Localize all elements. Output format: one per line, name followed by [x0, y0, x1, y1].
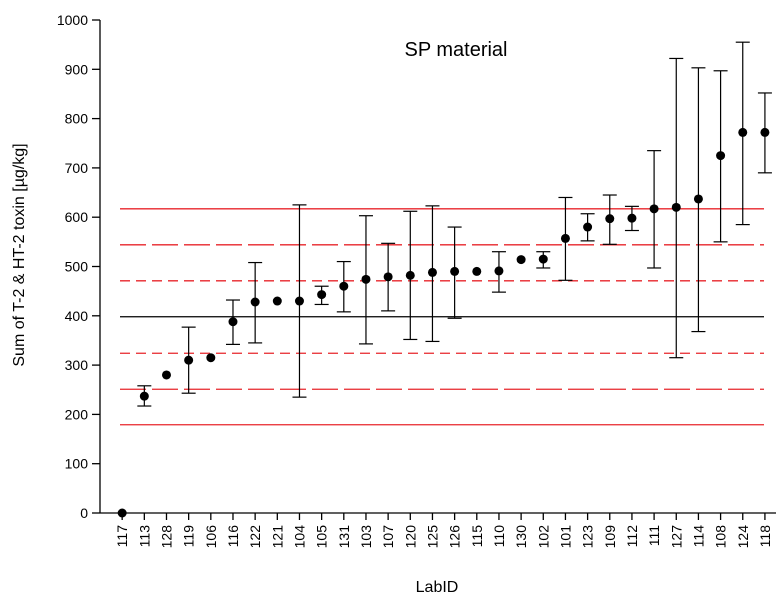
data-point-125 [427, 267, 437, 277]
data-point-119 [184, 355, 194, 365]
data-point-116 [228, 317, 238, 327]
x-tick-label-118: 118 [757, 525, 773, 548]
x-tick-label-117: 117 [114, 525, 130, 548]
x-tick-label-105: 105 [314, 525, 330, 549]
data-point-101 [560, 233, 570, 243]
x-tick-label-121: 121 [269, 525, 285, 549]
x-tick-label-119: 119 [181, 525, 197, 548]
data-point-103 [361, 274, 371, 284]
y-tick-label-600: 600 [65, 209, 89, 225]
data-point-105 [317, 290, 327, 300]
data-point-123 [583, 222, 593, 232]
x-tick-label-104: 104 [291, 525, 307, 549]
x-tick-label-130: 130 [513, 525, 529, 549]
y-tick-label-0: 0 [80, 505, 88, 521]
data-point-120 [405, 270, 415, 280]
data-point-121 [272, 296, 282, 306]
data-point-118 [760, 127, 770, 137]
x-tick-label-116: 116 [225, 525, 241, 548]
error-bars [137, 41, 772, 407]
x-axis-title: LabID [416, 579, 459, 596]
y-tick-label-800: 800 [65, 111, 89, 127]
x-tick-label-128: 128 [158, 525, 174, 549]
data-point-109 [605, 214, 615, 224]
data-point-111 [649, 204, 659, 214]
data-point-115 [472, 266, 482, 276]
data-point-127 [671, 202, 681, 212]
x-tick-label-120: 120 [402, 525, 418, 549]
y-tick-label-100: 100 [65, 456, 89, 472]
x-tick-label-115: 115 [469, 525, 485, 548]
data-point-128 [161, 370, 171, 380]
y-tick-label-500: 500 [65, 259, 89, 275]
x-tick-label-103: 103 [358, 525, 374, 549]
x-tick-label-123: 123 [580, 525, 596, 549]
x-tick-label-112: 112 [624, 525, 640, 548]
x-tick-label-125: 125 [424, 525, 440, 549]
x-tick-label-110: 110 [491, 525, 507, 548]
axes [92, 19, 776, 520]
data-point-126 [450, 266, 460, 276]
x-tick-label-126: 126 [447, 525, 463, 549]
chart-annotation: SP material [404, 39, 507, 61]
y-tick-labels: 0 100 200 300 400 500 600 700 800 900 1000 [57, 12, 88, 521]
data-point-124 [738, 127, 748, 137]
data-point-112 [627, 213, 637, 223]
data-point-102 [538, 254, 548, 264]
x-tick-label-108: 108 [713, 525, 729, 549]
y-tick-label-200: 200 [65, 406, 89, 422]
x-tick-label-109: 109 [602, 525, 618, 549]
y-tick-label-700: 700 [65, 160, 89, 176]
x-tick-label-102: 102 [535, 525, 551, 549]
data-point-107 [383, 272, 393, 282]
y-tick-label-300: 300 [65, 357, 89, 373]
data-point-130 [516, 255, 526, 265]
x-tick-labels: 117 113 128 119 106 116 122 121 104 105 131 103 107 1… [114, 525, 773, 549]
data-point-110 [494, 266, 504, 276]
data-point-114 [693, 194, 703, 204]
data-point-106 [206, 353, 216, 363]
x-tick-label-114: 114 [690, 525, 706, 548]
x-tick-label-124: 124 [735, 525, 751, 549]
data-point-104 [294, 296, 304, 306]
data-points [117, 127, 770, 518]
y-tick-label-400: 400 [65, 308, 89, 324]
x-tick-label-101: 101 [557, 525, 573, 549]
data-point-108 [716, 151, 726, 161]
y-axis-title: Sum of T-2 & HT-2 toxin [µg/kg] [11, 143, 28, 366]
x-tick-label-127: 127 [668, 525, 684, 549]
data-point-122 [250, 297, 260, 307]
x-tick-label-122: 122 [247, 525, 263, 549]
y-tick-label-1000: 1000 [57, 12, 88, 28]
x-tick-label-113: 113 [136, 525, 152, 548]
data-point-131 [339, 281, 349, 291]
data-point-113 [139, 391, 149, 401]
y-tick-label-900: 900 [65, 61, 89, 77]
reference-lines [120, 208, 764, 426]
x-tick-label-107: 107 [380, 525, 396, 549]
x-tick-label-106: 106 [203, 525, 219, 549]
x-tick-label-111: 111 [646, 525, 662, 546]
x-tick-label-131: 131 [336, 525, 352, 549]
